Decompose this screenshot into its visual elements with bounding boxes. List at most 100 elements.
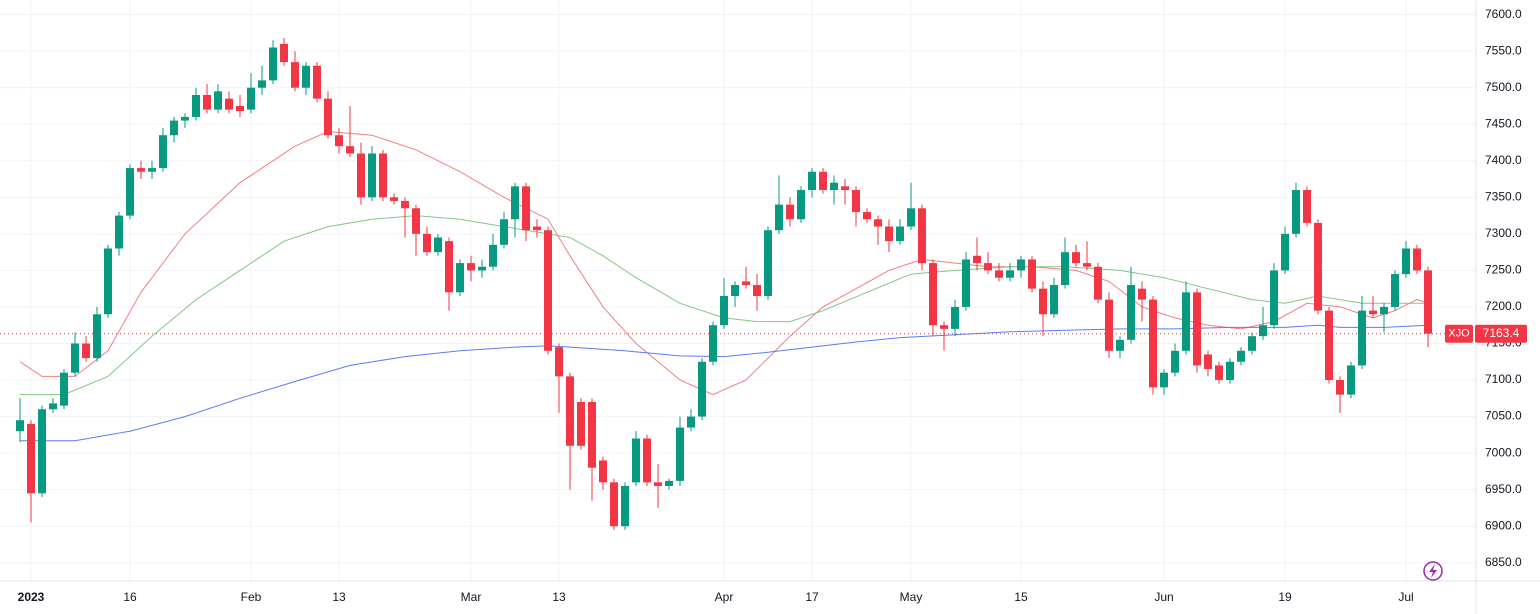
x-tick-label: 15 [1014, 590, 1028, 604]
candle-body [1160, 372, 1168, 388]
candle-body [225, 98, 233, 110]
candle-body [940, 325, 948, 329]
candle-body [269, 47, 277, 81]
candle-body [401, 200, 409, 209]
candle-body [1248, 336, 1256, 351]
price-label: 7163.4 [1483, 326, 1520, 340]
candle-body [423, 233, 431, 253]
candle-body [93, 314, 101, 359]
candle-body [962, 259, 970, 307]
candle-body [467, 263, 475, 271]
y-tick-label: 7250.0 [1485, 263, 1522, 277]
candle-body [1292, 190, 1300, 234]
y-tick-label: 7400.0 [1485, 153, 1522, 167]
candle-body [1083, 263, 1091, 267]
candle-body [247, 87, 255, 110]
x-tick-label: Feb [241, 590, 262, 604]
candle-body [1336, 380, 1344, 395]
y-tick-label: 7550.0 [1485, 43, 1522, 57]
x-tick-label: Jul [1398, 590, 1413, 604]
candle-body [1138, 288, 1146, 300]
x-tick-label: Mar [461, 590, 482, 604]
candle-body [1347, 365, 1355, 395]
candle-body [1149, 299, 1157, 388]
candle-body [1259, 325, 1267, 337]
candle-body [434, 237, 442, 253]
candle-body [1006, 270, 1014, 278]
candle-body [874, 219, 882, 227]
y-tick-label: 6950.0 [1485, 482, 1522, 496]
candle-body [819, 171, 827, 191]
candle-body [192, 95, 200, 117]
candle-body [720, 295, 728, 326]
axes: 6850.06900.06950.07000.07050.07100.07150… [18, 7, 1527, 604]
candle-body [1325, 310, 1333, 381]
candle-body [1413, 248, 1421, 271]
candle-body [1193, 292, 1201, 366]
y-tick-label: 7450.0 [1485, 116, 1522, 130]
candle-body [390, 197, 398, 201]
price-tag [1475, 324, 1527, 343]
candle-body [1072, 252, 1080, 264]
candle-body [346, 146, 354, 154]
x-tick-label: May [900, 590, 923, 604]
candle-body [709, 325, 717, 362]
x-tick-label: 17 [805, 590, 819, 604]
replay-icon[interactable] [1423, 561, 1443, 581]
candle-body [170, 120, 178, 136]
candle-body [1314, 222, 1322, 311]
candle-body [577, 401, 585, 446]
candle-body [841, 186, 849, 191]
candle-body [236, 105, 244, 112]
candle-body [357, 153, 365, 198]
candle-body [1380, 306, 1388, 315]
candle-body [786, 204, 794, 220]
candle-body [1116, 339, 1124, 351]
candle-body [368, 153, 376, 198]
candle-body [731, 285, 739, 296]
candle-body [621, 485, 629, 527]
candle-body [1105, 299, 1113, 351]
candle-body [324, 98, 332, 136]
candle-body [104, 248, 112, 315]
candle-body [929, 263, 937, 326]
y-tick-label: 7300.0 [1485, 226, 1522, 240]
candle-body [60, 372, 68, 406]
x-tick-label: 19 [1278, 590, 1292, 604]
candle-body [984, 263, 992, 271]
candle-body [500, 219, 508, 245]
x-tick-label: 2023 [18, 590, 45, 604]
candle-body [995, 270, 1003, 278]
candle-body [1424, 270, 1432, 334]
candle-body [753, 285, 761, 296]
candle-body [797, 190, 805, 220]
candle-body [533, 226, 541, 231]
grid [0, 0, 1476, 581]
candle-body [291, 62, 299, 88]
candle-body [852, 190, 860, 212]
candle-body [522, 186, 530, 231]
candle-body [1028, 259, 1036, 289]
y-tick-label: 7500.0 [1485, 80, 1522, 94]
candle-body [280, 43, 288, 63]
candle-body [599, 460, 607, 483]
candle-body [632, 438, 640, 483]
y-tick-label: 6850.0 [1485, 555, 1522, 569]
candle-body [1039, 288, 1047, 315]
candle-body [654, 482, 662, 486]
symbol-label: XJO [1448, 328, 1470, 340]
candle-body [676, 427, 684, 481]
candle-body [643, 438, 651, 483]
candle-body [742, 281, 750, 286]
candle-body [456, 263, 464, 293]
candle-body [313, 65, 321, 99]
y-tick-label: 7050.0 [1485, 409, 1522, 423]
candle-body [544, 230, 552, 351]
candle-body [445, 241, 453, 293]
x-tick-label: Apr [715, 590, 734, 604]
candle-body [1270, 270, 1278, 326]
y-tick-label: 7000.0 [1485, 445, 1522, 459]
candle-body [588, 401, 596, 468]
candle-body [698, 361, 706, 417]
